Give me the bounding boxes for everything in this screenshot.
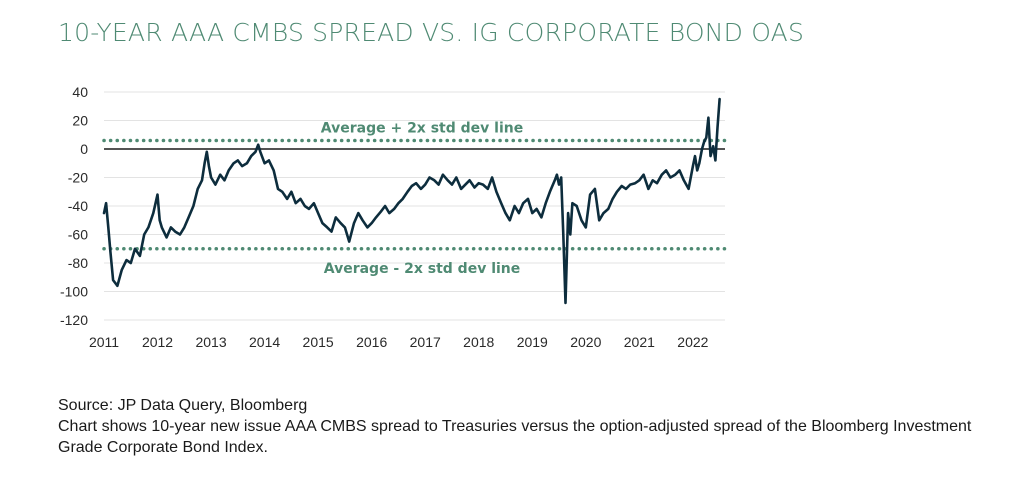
x-tick-label: 2022 (677, 334, 708, 350)
y-tick-label: -100 (60, 284, 88, 300)
chart-description: Chart shows 10-year new issue AAA CMBS s… (58, 418, 972, 456)
y-tick-label: 0 (80, 141, 88, 157)
y-tick-label: -20 (68, 170, 88, 186)
series-line-0 (102, 97, 721, 305)
caption-block: Source: JP Data Query, Bloomberg Chart s… (58, 395, 998, 458)
x-tick-label: 2015 (303, 334, 334, 350)
source-note: Source: JP Data Query, Bloomberg (58, 397, 308, 414)
x-tick-label: 2013 (195, 334, 226, 350)
x-tick-label: 2017 (410, 334, 441, 350)
y-tick-label: -60 (68, 227, 88, 243)
y-tick-label: -120 (60, 312, 88, 328)
y-tick-label: -40 (68, 198, 88, 214)
x-axis-ticks: 2011 2012 2013 2014 2015 2016 2017 2018 2019 2020… (89, 334, 709, 350)
x-tick-label: 2012 (142, 334, 173, 350)
x-tick-label: 2016 (356, 334, 387, 350)
series-group (102, 97, 721, 305)
x-tick-label: 2019 (517, 334, 548, 350)
y-tick-label: 40 (72, 84, 88, 100)
x-tick-label: 2018 (463, 334, 494, 350)
x-tick-label: 2011 (89, 334, 119, 350)
y-axis-ticks: 40 20 0 -20 -40 -60 -80 -100 -120 (60, 84, 88, 328)
reference-line-label: Average + 2x std dev line (321, 120, 523, 136)
y-tick-label: -80 (68, 255, 88, 271)
x-tick-label: 2020 (570, 334, 601, 350)
y-tick-label: 20 (72, 113, 88, 129)
reference-lines: Average + 2x std dev line Average - 2x st… (102, 120, 727, 277)
reference-line-label: Average - 2x std dev line (324, 261, 521, 277)
x-tick-label: 2014 (249, 334, 280, 350)
chart-title: 10-YEAR AAA CMBS SPREAD VS. IG CORPORATE… (58, 18, 805, 47)
x-tick-label: 2021 (624, 334, 655, 350)
